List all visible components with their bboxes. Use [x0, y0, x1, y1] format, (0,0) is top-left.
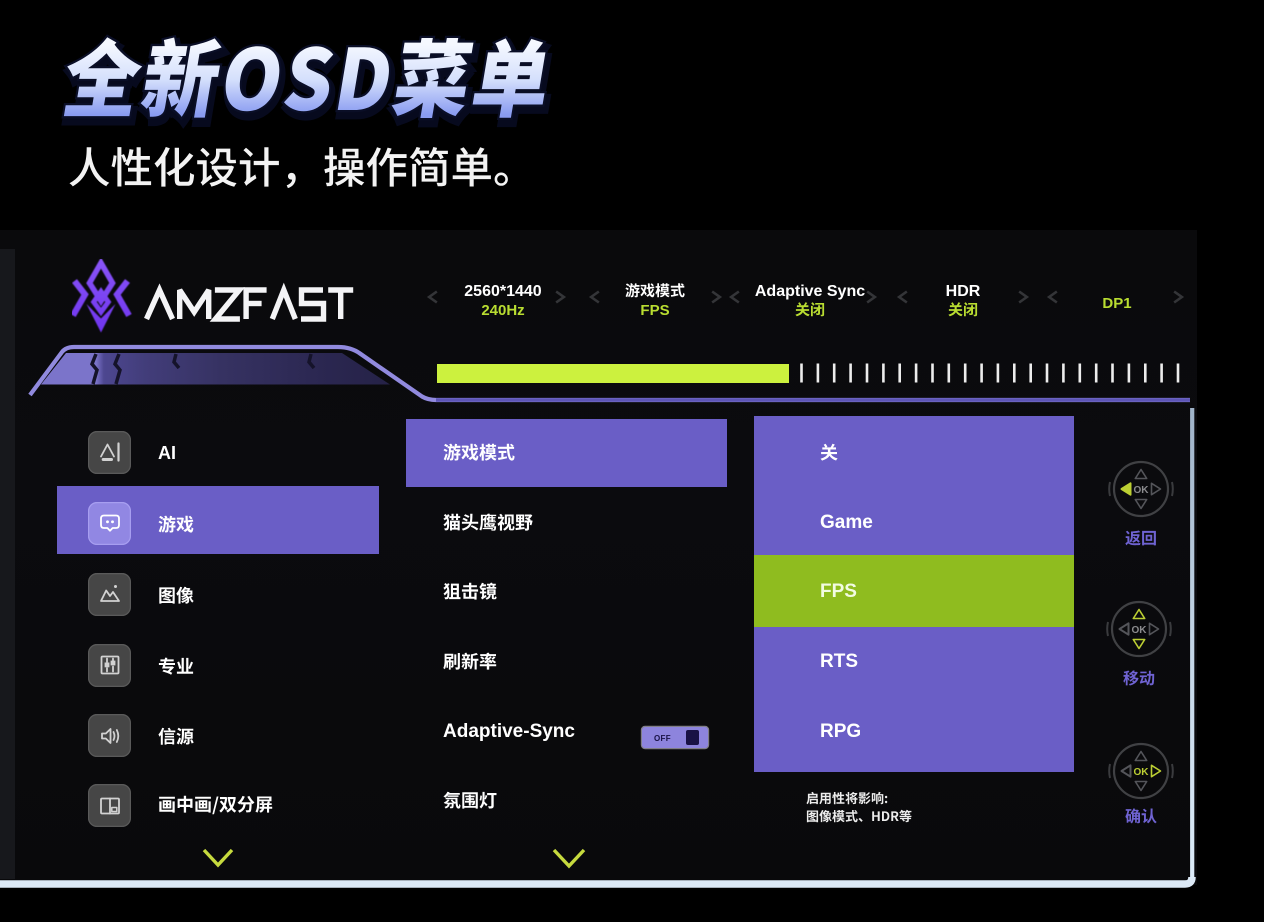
svg-text:OK: OK — [1134, 767, 1150, 778]
svg-text:OK: OK — [1132, 625, 1148, 636]
svg-text:OK: OK — [1134, 485, 1150, 496]
